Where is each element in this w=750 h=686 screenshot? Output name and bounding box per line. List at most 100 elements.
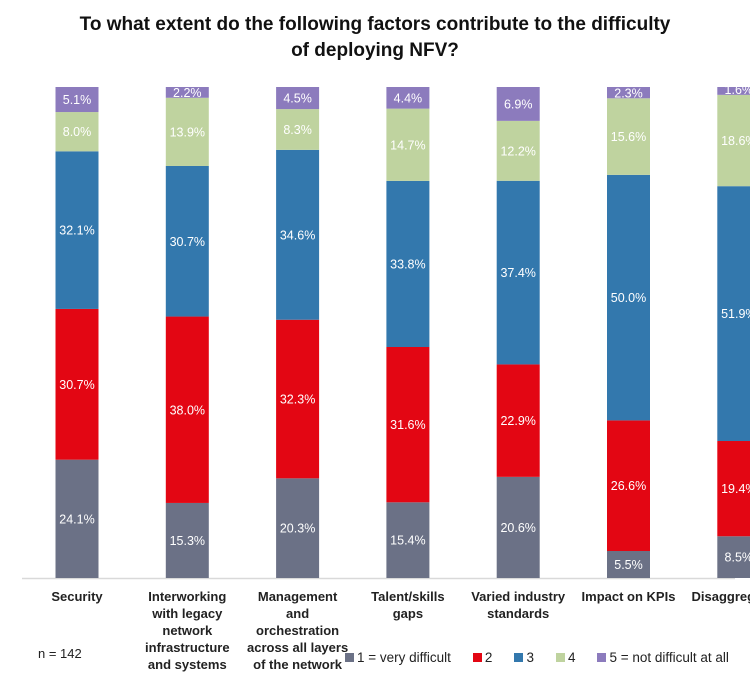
data-label: 12.2% xyxy=(500,144,535,158)
data-label: 50.0% xyxy=(611,291,646,305)
data-label: 33.8% xyxy=(390,257,425,271)
chart-title: To what extent do the following factors … xyxy=(0,12,750,64)
legend-label: 3 xyxy=(526,650,534,665)
category-label-line: infrastructure xyxy=(145,640,230,655)
category-label-line: orchestration xyxy=(256,623,340,638)
bar-segment xyxy=(165,165,209,317)
legend-item: 5 = not difficult at all xyxy=(597,650,729,665)
bar-segment xyxy=(276,319,320,479)
bar-stack: 20.3% 32.3% 34.6% 8.3% 4.5% xyxy=(276,87,320,578)
bar-stack: 8.5% 19.4% 51.9% 18.6% 1.6% xyxy=(717,83,750,578)
category-label-line: network xyxy=(162,623,213,638)
category-label: Talent/skills gaps xyxy=(348,588,468,622)
data-label: 22.9% xyxy=(500,414,535,428)
bar-segment xyxy=(717,441,750,537)
category-label-line: and systems xyxy=(147,657,227,672)
bar-segment xyxy=(55,308,99,460)
data-label: 4.5% xyxy=(283,92,312,106)
bar-stack: 5.5% 26.6% 50.0% 15.6% 2.3% xyxy=(607,86,650,578)
category-label-line: Disaggregation xyxy=(691,589,750,604)
bar-segment xyxy=(386,108,430,181)
data-label: 5.5% xyxy=(614,558,643,572)
bar-segment xyxy=(165,97,209,166)
data-label: 15.4% xyxy=(390,534,425,548)
sample-size-note: n = 142 xyxy=(38,646,82,661)
category-label: Interworking with legacy network infrastruc… xyxy=(127,588,247,673)
bar-segment xyxy=(276,87,320,110)
data-label: 26.6% xyxy=(611,479,646,493)
bar-stack: 15.4% 31.6% 33.8% 14.7% 4.4% xyxy=(386,87,430,578)
bar-segment xyxy=(607,550,650,578)
data-label: 30.7% xyxy=(59,378,94,392)
bar-segment xyxy=(607,420,650,551)
chart-title-line-2: of deploying NFV? xyxy=(291,40,459,61)
bar-segment xyxy=(607,98,650,175)
bar-segment xyxy=(55,151,99,309)
bar-segment xyxy=(607,87,650,99)
data-label: 2.3% xyxy=(614,86,643,100)
legend-item: 4 xyxy=(555,650,576,665)
bar-segment xyxy=(165,87,209,98)
bar-segment xyxy=(496,87,540,121)
legend-swatch xyxy=(345,653,354,662)
data-label: 8.3% xyxy=(283,123,312,137)
category-label: Impact on KPIs xyxy=(569,588,689,605)
category-label-line: with legacy xyxy=(152,606,223,621)
data-label: 8.0% xyxy=(63,125,92,139)
legend-label: 4 xyxy=(567,650,576,665)
data-label: 13.9% xyxy=(170,125,205,139)
bar-segment xyxy=(165,316,209,503)
data-label: 30.7% xyxy=(170,235,205,249)
data-label: 8.5% xyxy=(725,551,750,565)
bar-segment xyxy=(607,174,650,421)
category-label-line: Varied industry xyxy=(471,589,566,604)
data-label: 15.6% xyxy=(611,130,646,144)
legend-swatch xyxy=(597,653,607,662)
bar-segment xyxy=(386,87,430,109)
data-label: 1.6% xyxy=(725,83,750,97)
bar-segment xyxy=(165,502,209,578)
legend-swatch xyxy=(472,653,482,662)
data-label: 31.6% xyxy=(390,418,425,432)
bar-segment xyxy=(276,149,320,320)
data-label: 34.6% xyxy=(280,228,315,242)
category-label-line: Security xyxy=(51,589,103,604)
data-label: 24.1% xyxy=(59,512,94,526)
bar-segment xyxy=(496,476,540,578)
data-label: 18.6% xyxy=(721,134,750,148)
data-label: 32.3% xyxy=(280,393,315,407)
legend-item: 3 xyxy=(514,650,534,665)
category-label: Varied industry standards xyxy=(458,588,578,622)
legend-label: 5 = not difficult at all xyxy=(609,650,729,665)
bar-segment xyxy=(717,94,750,187)
data-label: 6.9% xyxy=(504,97,533,111)
legend-label: 1 = very difficult xyxy=(357,650,451,665)
data-label: 38.0% xyxy=(170,403,205,417)
chart-title-line-1: To what extent do the following factors … xyxy=(79,14,671,35)
bar-segment xyxy=(496,180,540,365)
bar-segment xyxy=(717,87,750,95)
category-label-line: Interworking xyxy=(148,589,227,604)
data-label: 37.4% xyxy=(500,266,535,280)
legend-item: 1 = very difficult xyxy=(345,650,451,665)
legend-swatch xyxy=(514,653,524,662)
data-label: 2.2% xyxy=(173,86,202,100)
legend-label: 2 xyxy=(484,650,493,665)
category-label-line: gaps xyxy=(392,606,424,621)
bar-segment xyxy=(55,87,99,113)
category-label-line: and xyxy=(286,606,310,621)
bar-segment xyxy=(717,536,750,578)
category-label: Security xyxy=(17,588,137,605)
data-label: 4.4% xyxy=(394,91,423,105)
data-label: 51.9% xyxy=(721,307,750,321)
data-label: 32.1% xyxy=(59,224,94,238)
bar-segment xyxy=(496,364,540,477)
category-label: Management and orchestration across all lay… xyxy=(238,588,358,673)
category-label-line: Talent/skills xyxy=(371,589,445,604)
bar-segment xyxy=(386,180,430,347)
bar-segment xyxy=(276,109,320,150)
bar-segment xyxy=(386,346,430,503)
category-label-line: across all layers xyxy=(246,640,349,655)
legend-item: 2 xyxy=(472,650,493,665)
